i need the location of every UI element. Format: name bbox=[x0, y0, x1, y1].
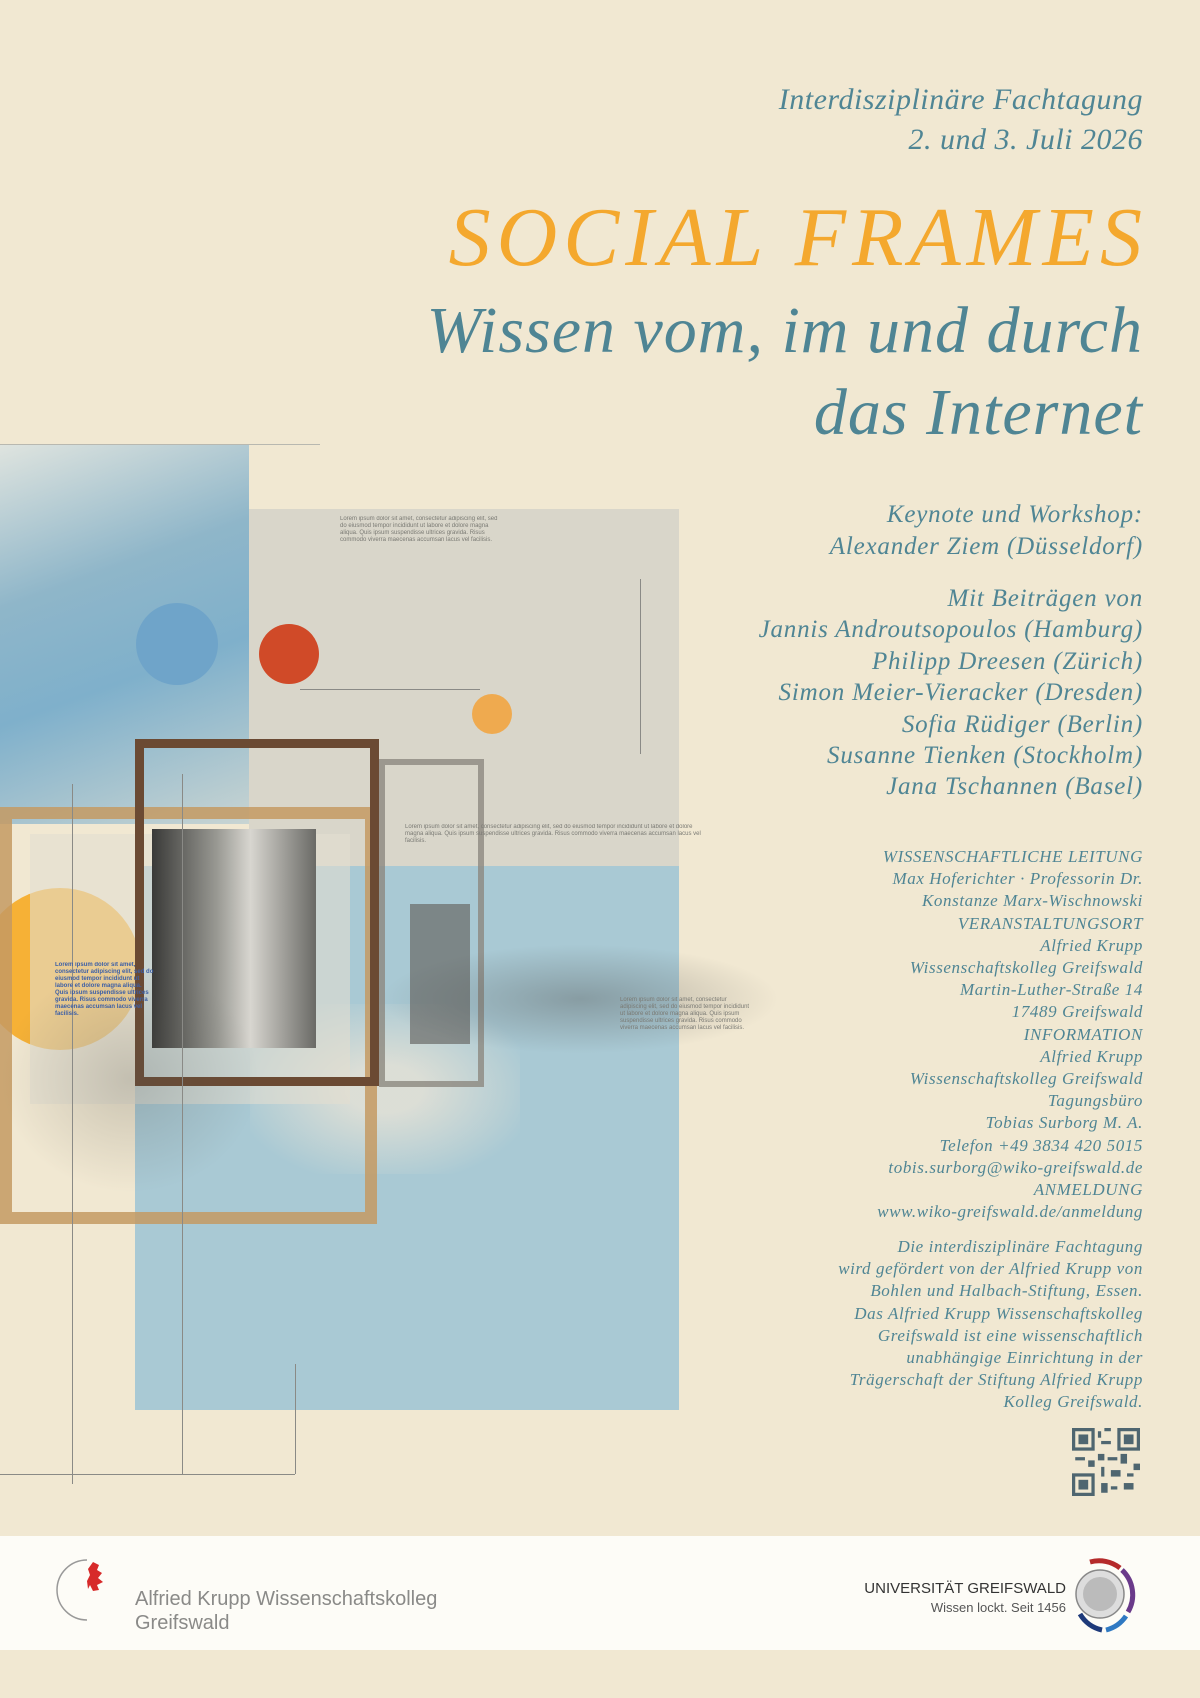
funding-line: unabhängige Einrichtung in der bbox=[906, 1348, 1143, 1368]
subtitle-line: das Internet bbox=[813, 376, 1143, 449]
wiko-name: Alfried Krupp Wissenschaftskolleg bbox=[135, 1588, 438, 1610]
info-line: 17489 Greifswald bbox=[1011, 1002, 1143, 1022]
contributor: Philipp Dreesen (Zürich) bbox=[871, 647, 1143, 675]
section-heading: ANMELDUNG bbox=[1033, 1180, 1143, 1200]
contributor: Sofia Rüdiger (Berlin) bbox=[901, 710, 1143, 738]
funding-line: Die interdisziplinäre Fachtagung bbox=[897, 1237, 1143, 1256]
university-seal-icon bbox=[1075, 1558, 1136, 1633]
section-heading: VERANSTALTUNGSORT bbox=[957, 913, 1143, 933]
funding-line: Bohlen und Halbach-Stiftung, Essen. bbox=[870, 1281, 1143, 1301]
funding-note: Die interdisziplinäre Fachtagung wird ge… bbox=[838, 1236, 1143, 1414]
funding-line: Trägerschaft der Stiftung Alfried Krupp bbox=[849, 1370, 1143, 1390]
filler-text: Lorem ipsum dolor sit amet, consectetur … bbox=[55, 962, 154, 1017]
funding-line: Das Alfried Krupp Wissenschaftskolleg bbox=[854, 1303, 1143, 1323]
contributor: Jannis Androutsopoulos (Hamburg) bbox=[758, 616, 1143, 644]
subtitle-line: Wissen vom, im und durch bbox=[426, 294, 1143, 367]
event-type: Interdisziplinäre Fachtagung bbox=[778, 83, 1143, 116]
contributors-label: Mit Beiträgen von bbox=[947, 585, 1143, 612]
contributor: Jana Tschannen (Basel) bbox=[886, 773, 1143, 801]
university-logo[interactable]: UNIVERSITÄT GREIFSWALD Wissen lockt. Sei… bbox=[840, 1554, 1140, 1639]
funding-line: Greifswald ist eine wissenschaftlich bbox=[877, 1325, 1143, 1345]
section-heading: WISSENSCHAFTLICHE LEITUNG bbox=[882, 847, 1143, 866]
event-info: Interdisziplinäre Fachtagung 2. und 3. J… bbox=[779, 80, 1143, 160]
funding-line: wird gefördert von der Alfried Krupp von bbox=[838, 1259, 1143, 1279]
info-line: Alfried Krupp bbox=[1040, 1046, 1143, 1066]
photo bbox=[152, 829, 316, 1048]
university-tagline: Wissen lockt. Seit 1456 bbox=[930, 1600, 1066, 1615]
section-heading: INFORMATION bbox=[1023, 1024, 1143, 1044]
poster-title: SOCIAL FRAMES bbox=[448, 191, 1148, 284]
red-circle bbox=[259, 624, 319, 684]
funding-line: Kolleg Greifswald. bbox=[1003, 1392, 1143, 1412]
filler-text: Lorem ipsum dolor sit amet, consectetur … bbox=[340, 516, 498, 543]
qr-code[interactable] bbox=[1072, 1428, 1140, 1496]
info-line: Alfried Krupp bbox=[1040, 935, 1143, 955]
info-line: Max Hoferichter · Professorin Dr. bbox=[892, 869, 1143, 889]
info-line: Wissenschaftskolleg Greifswald bbox=[909, 1069, 1143, 1089]
blue-circle bbox=[136, 603, 218, 685]
wiko-logo[interactable]: Alfried Krupp Wissenschaftskolleg Greifs… bbox=[55, 1556, 455, 1636]
info-line: Tagungsbüro bbox=[1047, 1091, 1143, 1111]
keynote-speaker: Alexander Ziem (Düsseldorf) bbox=[829, 532, 1143, 560]
poster-subtitle: Wissen vom, im und durch das Internet bbox=[427, 290, 1143, 454]
filler-text: Lorem ipsum dolor sit amet, consectetur … bbox=[620, 997, 750, 1031]
email-link[interactable]: tobis.surborg@wiko-greifswald.de bbox=[888, 1157, 1143, 1177]
contributor: Simon Meier-Vieracker (Dresden) bbox=[778, 679, 1143, 707]
wiko-city: Greifswald bbox=[135, 1612, 230, 1634]
contributors-block: Mit Beiträgen von Jannis Androutsopoulos… bbox=[759, 583, 1143, 803]
keynote-block: Keynote und Workshop: Alexander Ziem (Dü… bbox=[830, 499, 1143, 562]
university-name: UNIVERSITÄT GREIFSWALD bbox=[864, 1580, 1066, 1597]
info-line: Martin-Luther-Straße 14 bbox=[960, 980, 1143, 1000]
keynote-label: Keynote und Workshop: bbox=[886, 501, 1143, 528]
info-line: Konstanze Marx-Wischnowski bbox=[921, 891, 1143, 911]
contributor: Susanne Tienken (Stockholm) bbox=[827, 742, 1143, 770]
event-date: 2. und 3. Juli 2026 bbox=[908, 123, 1143, 156]
collage-artwork: Lorem ipsum dolor sit amet, consectetur … bbox=[0, 444, 790, 1484]
phone: Telefon +49 3834 420 5015 bbox=[939, 1135, 1143, 1155]
info-line: Wissenschaftskolleg Greifswald bbox=[909, 958, 1143, 978]
filler-text: Lorem ipsum dolor sit amet, consectetur … bbox=[405, 824, 701, 844]
registration-link[interactable]: www.wiko-greifswald.de/anmeldung bbox=[877, 1202, 1143, 1222]
info-line: Tobias Surborg M. A. bbox=[985, 1113, 1143, 1133]
wiko-griffin-icon bbox=[56, 1559, 103, 1621]
info-block: WISSENSCHAFTLICHE LEITUNG Max Hoferichte… bbox=[877, 846, 1143, 1223]
footer-logo-bar: Alfried Krupp Wissenschaftskolleg Greifs… bbox=[0, 1536, 1200, 1650]
